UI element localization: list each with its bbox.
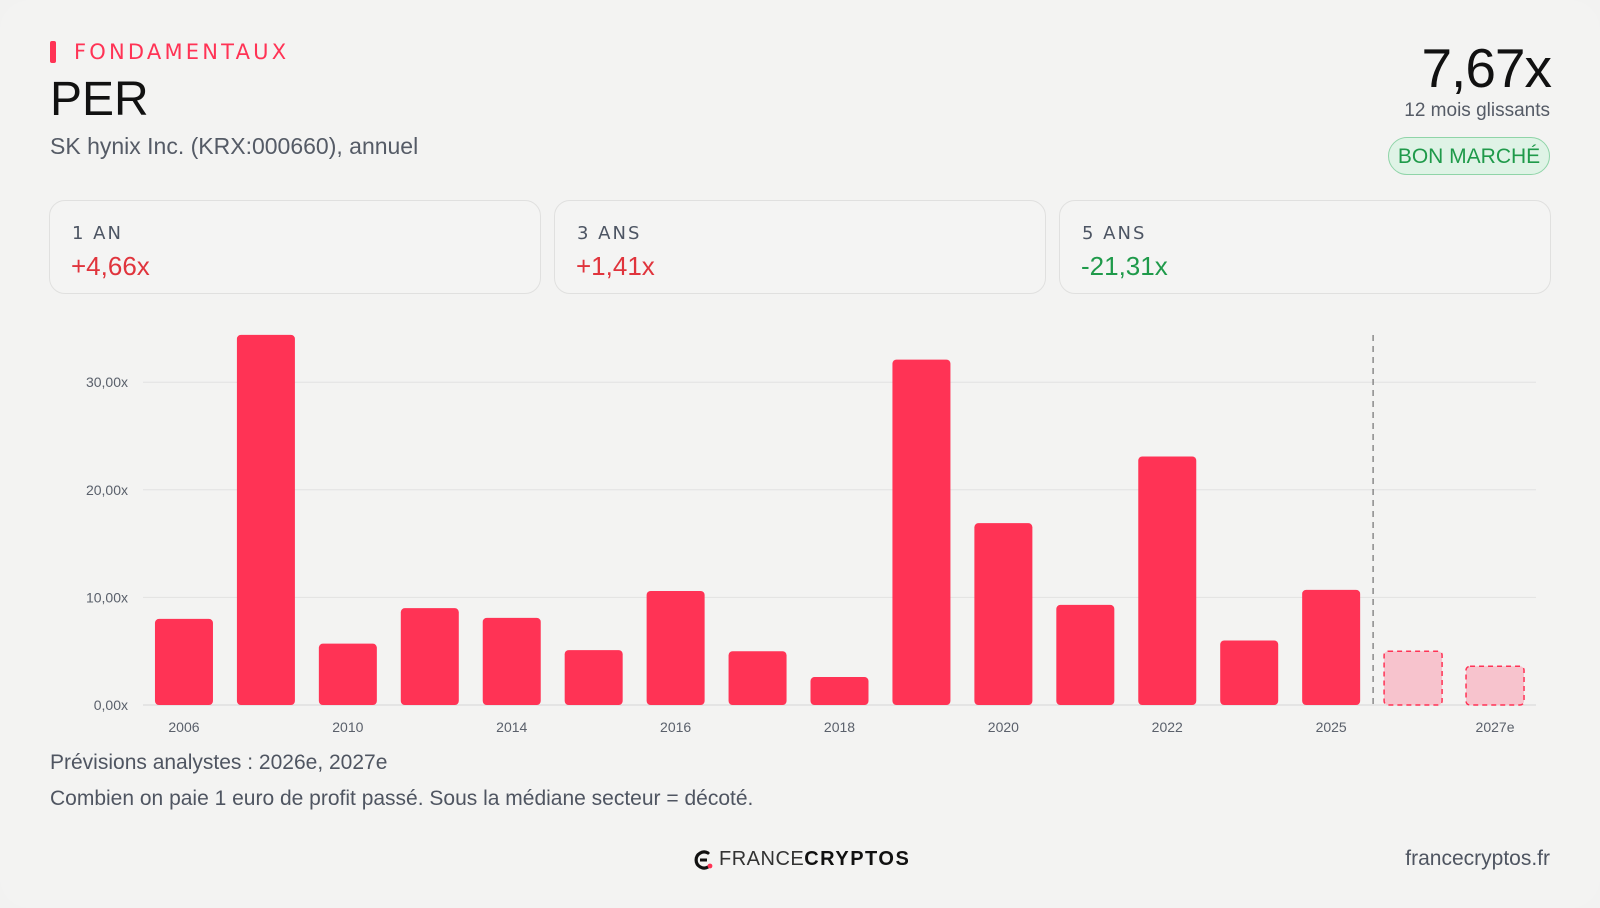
x-tick-label: 2018: [824, 719, 855, 735]
bar: [318, 643, 377, 705]
current-value: 7,67x: [1421, 37, 1552, 99]
bar: [1138, 456, 1197, 705]
stat-value: -21,31x: [1081, 251, 1168, 281]
brand-mark-icon: [694, 849, 713, 870]
per-bar-chart: 0,00x 10,00x 20,00x 30,00x 2006 2010 2014 2016 2…: [86, 334, 1536, 735]
kicker-accent-bar: [50, 41, 56, 63]
forecast-note: Prévisions analystes : 2026e, 2027e: [50, 751, 388, 774]
stat-label: 1 AN: [72, 223, 123, 244]
kicker-label: FONDAMENTAUX: [74, 40, 290, 64]
y-tick-label: 10,00x: [86, 589, 128, 605]
stat-value: +4,66x: [71, 251, 150, 281]
bar: [1056, 604, 1115, 705]
brand-name-bold: CRYPTOS: [804, 848, 911, 870]
y-tick-label: 30,00x: [86, 374, 128, 390]
x-tick-label: 2022: [1152, 719, 1183, 735]
bar: [810, 677, 869, 705]
valuation-badge: BON MARCHÉ: [1388, 137, 1550, 175]
section-kicker: FONDAMENTAUX: [50, 40, 289, 64]
bar: [564, 650, 623, 705]
page-subtitle: SK hynix Inc. (KRX:000660), annuel: [50, 133, 419, 159]
stat-value: +1,41x: [576, 251, 655, 281]
bar: [154, 618, 213, 705]
x-tick-label: 2020: [988, 719, 1019, 735]
bar: [482, 617, 541, 705]
x-tick-label: 2006: [168, 719, 199, 735]
bar: [400, 608, 459, 705]
x-tick-label: 2014: [496, 719, 527, 735]
forecast-bar: [1383, 650, 1443, 706]
x-tick-label: 2025: [1316, 719, 1347, 735]
bar: [728, 651, 787, 705]
stat-card-3y: 3 ANS +1,41x: [554, 200, 1046, 294]
stat-label: 5 ANS: [1082, 223, 1147, 244]
current-value-period: 12 mois glissants: [1404, 100, 1550, 121]
bar: [974, 523, 1033, 705]
bar: [646, 590, 705, 705]
forecast-bar: [1465, 665, 1525, 706]
bar: [1220, 640, 1279, 705]
brand-logo: FRANCE CRYPTOS: [693, 848, 910, 871]
bar: [892, 359, 951, 705]
stat-card-5y: 5 ANS -21,31x: [1059, 200, 1551, 294]
x-tick-label: 2027e: [1476, 719, 1515, 735]
brand-name-light: FRANCE: [719, 848, 805, 870]
y-tick-label: 20,00x: [86, 482, 128, 498]
y-tick-label: 0,00x: [94, 697, 128, 713]
stat-label: 3 ANS: [577, 223, 642, 244]
stat-card-1y: 1 AN +4,66x: [49, 200, 541, 294]
x-tick-label: 2016: [660, 719, 691, 735]
bar: [236, 334, 295, 705]
explanation-note: Combien on paie 1 euro de profit passé. …: [50, 787, 754, 810]
site-link[interactable]: francecryptos.fr: [1405, 847, 1550, 870]
x-tick-label: 2010: [332, 719, 363, 735]
page-title: PER: [50, 73, 149, 126]
bar: [1302, 589, 1361, 705]
